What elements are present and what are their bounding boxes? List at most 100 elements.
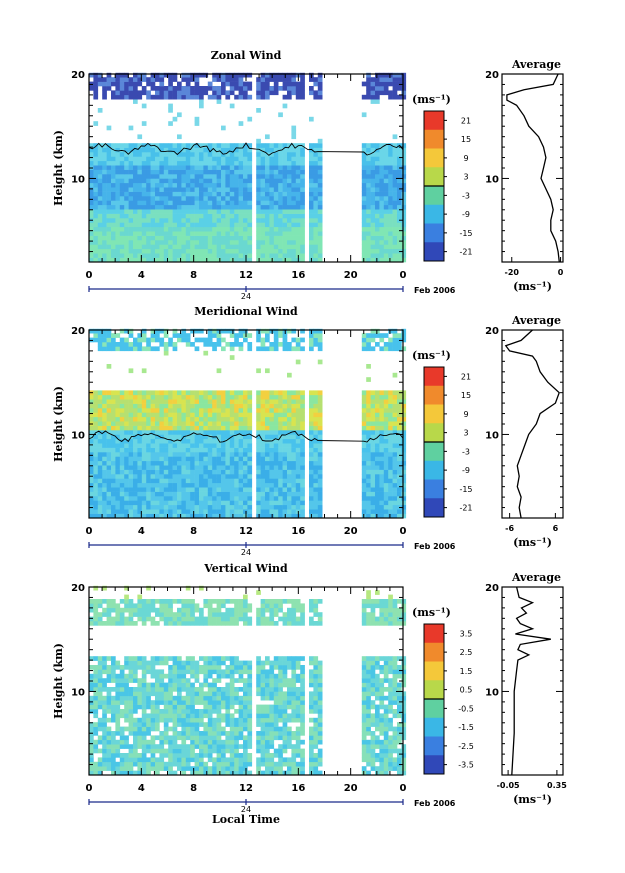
panel-title: Zonal Wind [211,49,282,62]
x-tick-label: 0 [86,526,93,537]
colorbar-tick-label: 0.5 [460,686,473,695]
panel-meridional: Meridional Wind 0 4 8 12 16 20 0 10 20 Height (km)… [52,305,564,557]
x-tick-label: 0 [86,783,93,794]
y-tick-label: 10 [71,430,85,441]
profile-y-tick-label: 10 [485,174,499,185]
colorbar-tick-label: -21 [459,504,472,513]
colorbar-segment [424,223,444,243]
x-tick-label: 4 [138,526,145,537]
x-tick-label: 16 [291,270,305,281]
colorbar-tick-label: 1.5 [460,667,473,676]
date-label: Feb 2006 [414,542,456,551]
colorbar-tick-label: 3 [463,173,468,182]
colorbar-segment [424,186,444,206]
profile-x-tick-label: -0.05 [497,781,520,790]
day-label: 24 [241,548,251,557]
profile-x-tick-label: 0 [558,268,564,277]
colorbar-tick-label: -1.5 [458,723,474,732]
colorbar-segment [424,148,444,168]
colorbar-segment [424,755,444,775]
colorbar-segment [424,367,444,387]
profile-x-tick-label: 0.35 [547,781,567,790]
colorbar-tick-label: 21 [461,116,471,125]
colorbar-tick-label: -9 [462,466,470,475]
colorbar-segment [424,717,444,737]
zero-contour [88,142,404,156]
colorbar-tick-label: -3 [462,447,470,456]
colorbar-tick-label: -3.5 [458,761,474,770]
colorbar-segment [424,661,444,681]
profile-frame [501,329,564,519]
profile-line [511,586,551,776]
colorbar-tick-label: 15 [461,391,471,400]
colorbar-segment [424,111,444,131]
x-tick-label: 8 [190,526,197,537]
x-tick-label: 12 [239,270,253,281]
x-tick-label: 0 [400,526,407,537]
colorbar-segment [424,385,444,405]
x-tick-label: 4 [138,270,145,281]
profile-x-label: (ms⁻¹) [513,536,552,549]
x-tick-label: 16 [291,526,305,537]
colorbar-segment [424,624,444,644]
colorbar-segment [424,423,444,443]
colorbar-tick-label: -21 [459,248,472,257]
colorbar-tick-label: 21 [461,372,471,381]
colorbar-segment [424,680,444,700]
x-tick-label: 8 [190,783,197,794]
x-tick-label: 16 [291,783,305,794]
colorbar-tick-label: 15 [461,135,471,144]
colorbar-segment [424,642,444,662]
profile-x-label: (ms⁻¹) [513,280,552,293]
profile-frame [501,586,564,776]
x-axis-label: Local Time [212,813,280,826]
colorbar-tick-label: -3 [462,191,470,200]
colorbar-segment [424,167,444,187]
heatmap-field [89,328,407,519]
y-tick-label: 20 [71,326,85,337]
x-tick-label: 0 [400,270,407,281]
zero-contour [88,430,404,443]
profile-x-tick-label: -20 [505,268,520,277]
x-tick-label: 8 [190,270,197,281]
x-tick-label: 20 [344,270,358,281]
profile-line [504,329,560,519]
colorbar-segment [424,442,444,462]
colorbar-unit: (ms⁻¹) [412,349,451,362]
profile-y-tick-label: 20 [485,583,499,594]
date-label: Feb 2006 [414,286,456,295]
heatmap-field [89,585,407,776]
colorbar-segment [424,129,444,149]
colorbar-tick-label: -15 [459,485,472,494]
date-label: Feb 2006 [414,799,456,808]
y-tick-label: 20 [71,583,85,594]
y-tick-label: 10 [71,687,85,698]
x-tick-label: 4 [138,783,145,794]
colorbar-segment [424,404,444,424]
x-tick-label: 0 [400,783,407,794]
x-tick-label: 20 [344,783,358,794]
panel-vertical: Vertical Wind 0 4 8 12 16 20 0 10 20 Height (km) 24… [52,562,567,814]
colorbar-segment [424,736,444,756]
profile-y-tick-label: 10 [485,430,499,441]
day-label: 24 [241,292,251,301]
profile-x-tick-label: 6 [553,524,559,533]
colorbar-segment [424,242,444,262]
colorbar-tick-label: 2.5 [460,648,473,657]
panel-title: Meridional Wind [194,305,298,318]
y-axis-label: Height (km) [52,643,65,719]
y-axis-label: Height (km) [52,130,65,206]
profile-x-tick-label: -6 [505,524,514,533]
colorbar-tick-label: -0.5 [458,704,474,713]
colorbar-tick-label: -2.5 [458,742,474,751]
colorbar-tick-label: 9 [463,154,468,163]
profile-line [506,73,560,263]
x-tick-label: 12 [239,783,253,794]
profile-x-label: (ms⁻¹) [513,793,552,806]
colorbar-segment [424,204,444,224]
colorbar-segment [424,479,444,499]
profile-y-tick-label: 20 [485,70,499,81]
x-tick-label: 12 [239,526,253,537]
colorbar-segment [424,460,444,480]
